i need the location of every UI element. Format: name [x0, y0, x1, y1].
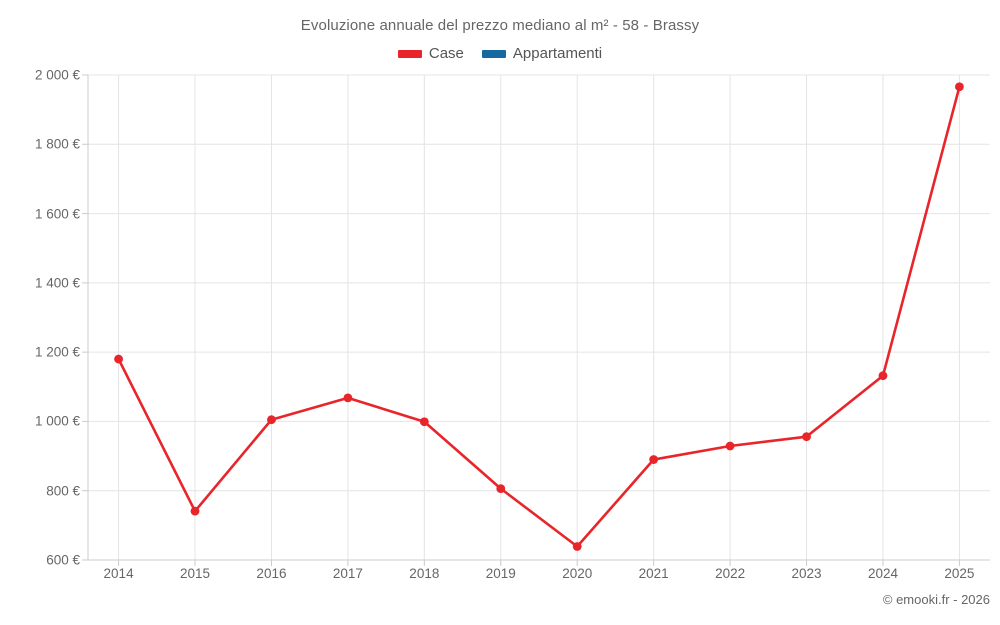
chart-legend: Case Appartamenti — [0, 45, 1000, 62]
data-point — [267, 415, 276, 425]
data-point — [496, 484, 506, 494]
series-markers — [114, 82, 964, 551]
data-point — [802, 432, 811, 442]
axis-tick-label-y: 600 € — [46, 552, 80, 568]
axis-tick-label-y: 1 200 € — [34, 344, 80, 360]
axis-tick-label-x: 2022 — [715, 566, 746, 581]
axis-tick-label-x: 2020 — [562, 566, 593, 581]
data-point — [114, 354, 123, 364]
legend-label-appartamenti: Appartamenti — [512, 45, 603, 62]
series-line-case — [117, 85, 961, 548]
axis-tick-label-x: 2017 — [332, 566, 363, 581]
gridlines-horizontal — [88, 74, 990, 561]
data-point — [419, 417, 429, 427]
data-point — [649, 455, 659, 464]
chart-title: Evoluzione annuale del prezzo mediano al… — [300, 17, 700, 34]
legend-swatch-case — [397, 49, 422, 58]
axis-tick-label-x: 2024 — [867, 566, 898, 581]
data-point — [878, 371, 888, 381]
axis-tick-label-x: 2025 — [944, 566, 975, 581]
data-point — [190, 506, 200, 516]
axis-lines — [87, 75, 990, 561]
axis-tick-label-y: 800 € — [46, 483, 80, 499]
data-point — [343, 393, 353, 403]
axis-ticks-x — [118, 560, 960, 566]
legend-item-appartamenti[interactable]: Appartamenti — [481, 45, 603, 62]
axis-tick-label-y: 1 800 € — [34, 136, 80, 152]
chart-credit: © emooki.fr - 2026 — [882, 592, 990, 607]
axis-tick-label-x: 2019 — [485, 566, 516, 581]
axis-tick-label-y: 1 000 € — [34, 413, 80, 429]
axis-tick-label-y: 1 400 € — [34, 275, 80, 291]
legend-swatch-appartamenti — [481, 49, 506, 58]
legend-label-case: Case — [428, 45, 464, 62]
gridlines-vertical — [118, 75, 960, 560]
data-point — [725, 441, 735, 451]
series-lines — [117, 85, 961, 548]
legend-item-case[interactable]: Case — [397, 45, 464, 62]
data-point — [955, 82, 964, 92]
axis-tick-label-x: 2023 — [791, 566, 822, 581]
axis-tick-label-x: 2018 — [409, 566, 440, 581]
axis-tick-label-y: 2 000 € — [34, 67, 80, 83]
axis-tick-label-x: 2021 — [638, 566, 669, 581]
axis-tick-label-y: 1 600 € — [34, 206, 80, 222]
axis-ticks-y — [82, 74, 88, 561]
axis-tick-label-x: 2014 — [103, 566, 134, 581]
data-point — [572, 542, 582, 551]
axis-tick-label-x: 2015 — [179, 566, 211, 581]
axis-tick-label-x: 2016 — [256, 566, 287, 581]
